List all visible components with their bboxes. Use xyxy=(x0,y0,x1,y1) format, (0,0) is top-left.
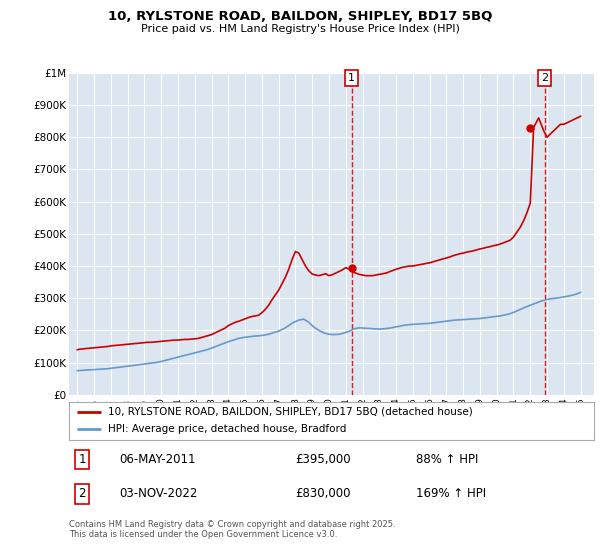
Text: 10, RYLSTONE ROAD, BAILDON, SHIPLEY, BD17 5BQ: 10, RYLSTONE ROAD, BAILDON, SHIPLEY, BD1… xyxy=(108,10,492,23)
Text: 2: 2 xyxy=(79,487,86,501)
Text: 06-MAY-2011: 06-MAY-2011 xyxy=(119,453,196,466)
Text: Price paid vs. HM Land Registry's House Price Index (HPI): Price paid vs. HM Land Registry's House … xyxy=(140,24,460,34)
Text: 169% ↑ HPI: 169% ↑ HPI xyxy=(415,487,485,501)
Text: 88% ↑ HPI: 88% ↑ HPI xyxy=(415,453,478,466)
Text: £830,000: £830,000 xyxy=(295,487,350,501)
Text: 10, RYLSTONE ROAD, BAILDON, SHIPLEY, BD17 5BQ (detached house): 10, RYLSTONE ROAD, BAILDON, SHIPLEY, BD1… xyxy=(109,407,473,417)
Text: 1: 1 xyxy=(348,73,355,83)
Text: Contains HM Land Registry data © Crown copyright and database right 2025.
This d: Contains HM Land Registry data © Crown c… xyxy=(69,520,395,539)
Text: HPI: Average price, detached house, Bradford: HPI: Average price, detached house, Brad… xyxy=(109,424,347,435)
Text: 1: 1 xyxy=(79,453,86,466)
Text: £395,000: £395,000 xyxy=(295,453,350,466)
Text: 2: 2 xyxy=(541,73,548,83)
Text: 03-NOV-2022: 03-NOV-2022 xyxy=(119,487,197,501)
